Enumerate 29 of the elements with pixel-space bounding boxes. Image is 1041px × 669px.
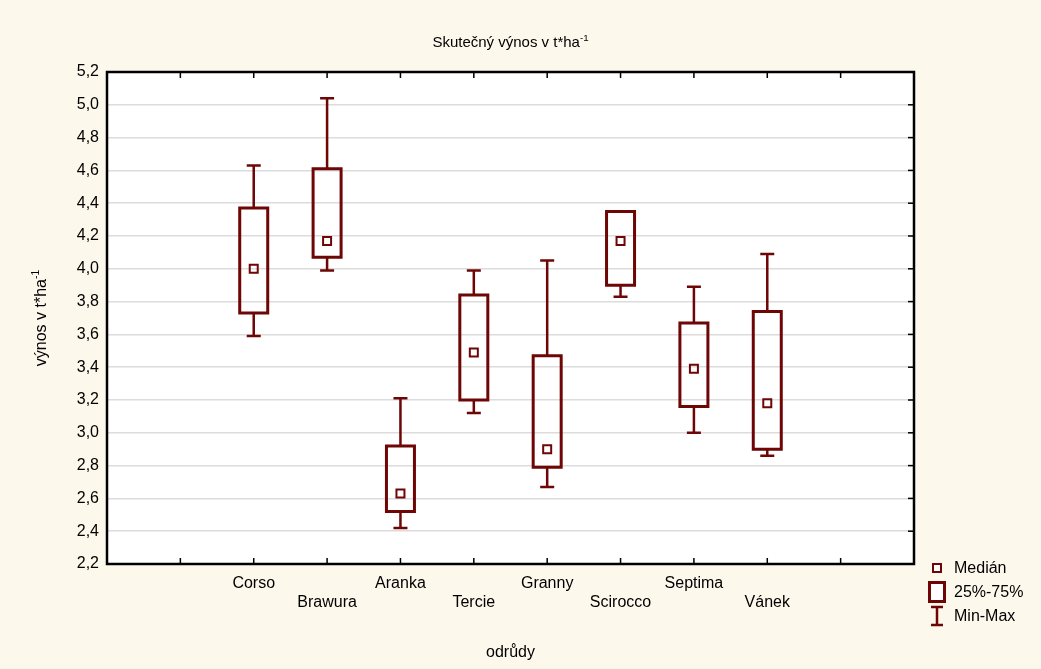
x-tick-label: Scirocco [589, 593, 652, 611]
y-tick-label: 2,4 [76, 521, 100, 539]
y-tick-label: 2,6 [76, 488, 100, 506]
y-tick-label: 4,6 [76, 160, 100, 178]
y-tick-label: 4,8 [76, 128, 100, 146]
y-tick-label: 4,2 [76, 226, 100, 244]
y-tick-label: 4,4 [76, 193, 100, 211]
y-tick-label: 3,6 [76, 324, 100, 342]
x-tick-label: Granny [520, 574, 574, 592]
legend-label: 25%-75% [954, 583, 1024, 601]
y-tick-label: 3,4 [76, 357, 100, 375]
x-axis-title: odrůdy [485, 643, 536, 661]
y-tick-label: 2,2 [76, 554, 100, 572]
y-tick-label: 3,0 [76, 423, 100, 441]
x-tick-label: Septima [664, 574, 724, 592]
x-tick-label: Tercie [452, 593, 496, 611]
y-tick-label: 4,0 [76, 259, 100, 277]
y-tick-label: 5,0 [76, 95, 100, 113]
x-tick-label: Corso [232, 574, 276, 592]
text: Medián [954, 559, 1007, 577]
text: Min-Max [954, 607, 1016, 625]
x-tick-label: Vánek [744, 593, 791, 611]
y-tick-label: 5,2 [76, 62, 100, 80]
y-tick-label: 3,8 [76, 292, 100, 310]
x-tick-label: Brawura [297, 593, 357, 611]
chart-title: Skutečný výnos v t*ha$^{-1}$ [431, 32, 590, 50]
x-tick-label: Aranka [375, 574, 426, 592]
y-tick-label: 2,8 [76, 456, 100, 474]
y-tick-label: 3,2 [76, 390, 100, 408]
